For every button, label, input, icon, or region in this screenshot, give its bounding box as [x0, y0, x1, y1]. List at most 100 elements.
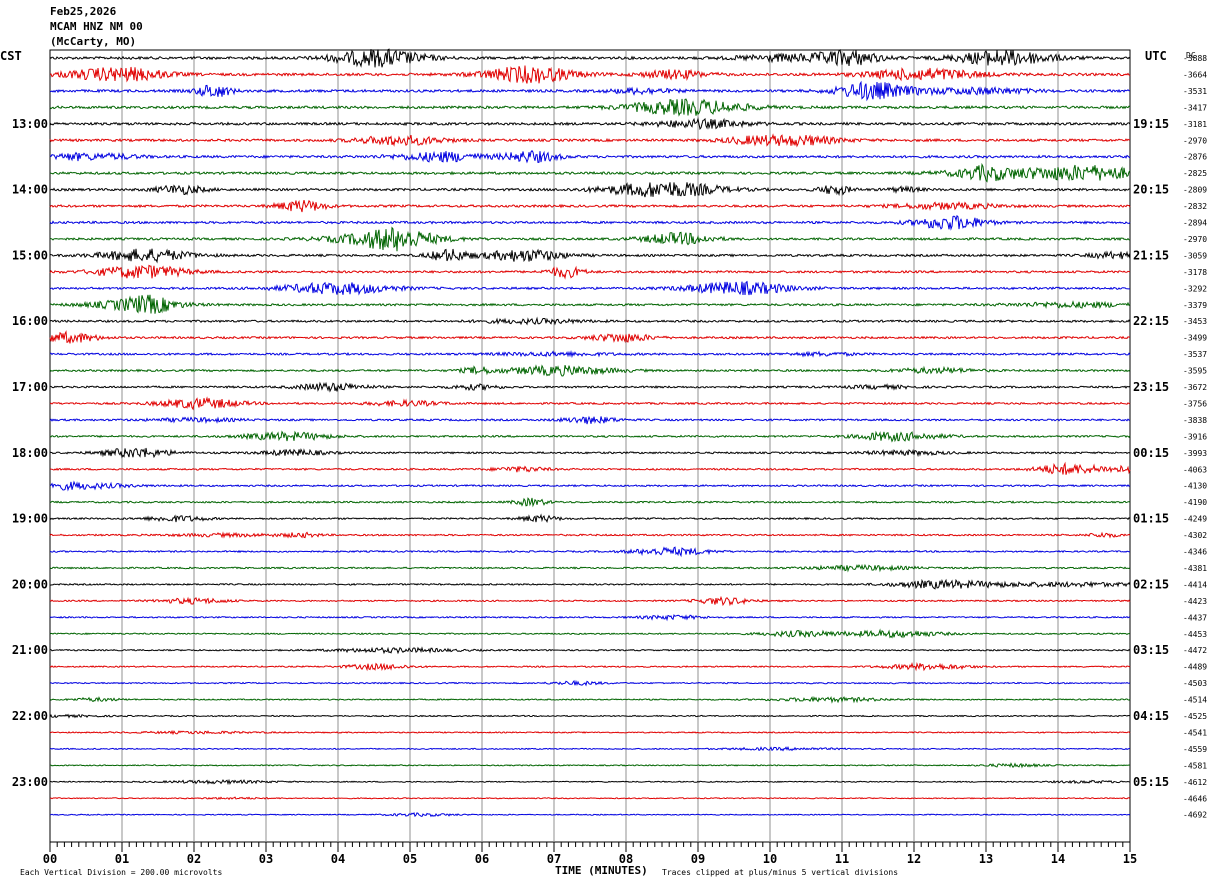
dc-offset-label: -4381: [1183, 564, 1207, 573]
left-hour-label: 22:00: [12, 709, 48, 723]
trace-line: [50, 381, 1131, 393]
left-hour-label: 17:00: [12, 380, 48, 394]
x-tick-label: 13: [979, 852, 993, 866]
trace-line: [49, 396, 1131, 411]
trace-line: [49, 350, 1131, 359]
trace-line: [49, 796, 1131, 801]
right-hour-label: 01:15: [1133, 512, 1169, 526]
dc-offset-label: -3672: [1183, 383, 1207, 392]
trace-line: [49, 746, 1131, 752]
dc-offset-label: -4414: [1183, 580, 1207, 589]
trace-line: [49, 531, 1131, 539]
dc-offset-label: -2970: [1183, 235, 1207, 244]
right-hour-label: 23:15: [1133, 380, 1169, 394]
trace-line: [49, 713, 1130, 719]
trace-line: [49, 133, 1131, 148]
trace-line: [49, 117, 1131, 131]
x-axis-label: TIME (MINUTES): [555, 864, 648, 877]
left-hour-label: 19:00: [12, 512, 48, 526]
trace-line: [49, 461, 1131, 475]
trace-line: [49, 149, 1131, 164]
trace-line: [49, 364, 1131, 377]
trace-line: [49, 447, 1131, 459]
dc-offset-label: -3537: [1183, 350, 1207, 359]
dc-offset-label: -2876: [1183, 153, 1207, 162]
dc-offset-label: -4423: [1183, 597, 1207, 606]
dc-offset-label: -4612: [1183, 778, 1207, 787]
x-tick-label: 00: [43, 852, 57, 866]
dc-offset-label: -3379: [1183, 301, 1207, 310]
left-hour-label: 16:00: [12, 314, 48, 328]
left-timezone-label: CST: [0, 49, 22, 63]
trace-line: [49, 280, 1130, 296]
dc-offset-label: -4692: [1183, 811, 1207, 820]
trace-line: [49, 778, 1131, 786]
trace-line: [49, 415, 1131, 425]
dc-offset-label: -4541: [1183, 728, 1207, 737]
x-tick-label: 11: [835, 852, 849, 866]
dc-offset-label: -4190: [1183, 498, 1207, 507]
dc-offset-label: -4503: [1183, 679, 1207, 688]
header-station: MCAM HNZ NM 00: [50, 20, 143, 33]
x-tick-label: 02: [187, 852, 201, 866]
trace-line: [49, 513, 1131, 524]
trace-line: [49, 729, 1131, 736]
left-hour-label: 13:00: [12, 117, 48, 131]
trace-line: [49, 679, 1131, 687]
trace-line: [49, 162, 1131, 183]
trace-line: [49, 226, 1131, 252]
trace-line: [49, 595, 1131, 607]
dc-offset-label: -3417: [1183, 103, 1207, 112]
right-hour-label: 19:15: [1133, 117, 1169, 131]
trace-line: [50, 762, 1131, 769]
trace-line: [49, 812, 1131, 818]
x-tick-label: 09: [691, 852, 705, 866]
header-date: Feb25,2026: [50, 5, 117, 18]
dc-header-label: DC: [1186, 51, 1196, 60]
trace-line: [49, 316, 1131, 326]
dc-offset-label: -4646: [1183, 794, 1207, 803]
x-tick-label: 01: [115, 852, 129, 866]
x-tick-label: 06: [475, 852, 489, 866]
left-hour-label: 18:00: [12, 446, 48, 460]
dc-offset-label: -2894: [1183, 219, 1207, 228]
trace-line: [49, 430, 1131, 443]
dc-offset-label: -2970: [1183, 136, 1207, 145]
dc-offset-label: -3499: [1183, 334, 1207, 343]
dc-offset-label: -3059: [1183, 251, 1207, 260]
x-tick-label: 05: [403, 852, 417, 866]
trace-line: [49, 214, 1131, 231]
trace-line: [49, 80, 1130, 102]
dc-offset-label: -2825: [1183, 169, 1207, 178]
x-tick-label: 04: [331, 852, 345, 866]
right-hour-label: 00:15: [1133, 446, 1169, 460]
dc-offset-label: -3664: [1183, 70, 1207, 79]
right-hour-label: 02:15: [1133, 577, 1169, 591]
clip-note: Traces clipped at plus/minus 5 vertical …: [662, 868, 898, 877]
x-tick-label: 12: [907, 852, 921, 866]
x-tick-label: 08: [619, 852, 633, 866]
trace-line: [49, 563, 1131, 573]
trace-line: [49, 330, 1131, 344]
dc-offset-label: -4437: [1183, 613, 1207, 622]
dc-offset-label: -4559: [1183, 745, 1207, 754]
header-location: (McCarty, MO): [50, 35, 137, 48]
left-hour-label: 20:00: [12, 577, 48, 591]
dc-offset-label: -4130: [1183, 482, 1207, 491]
x-tick-label: 10: [763, 852, 777, 866]
trace-line: [49, 614, 1131, 622]
trace-line: [49, 248, 1131, 264]
dc-offset-label: -4489: [1183, 663, 1207, 672]
x-tick-label: 15: [1123, 852, 1137, 866]
dc-offset-label: -4249: [1183, 515, 1207, 524]
x-tick-label: 14: [1051, 852, 1065, 866]
dc-offset-label: -3756: [1183, 399, 1207, 408]
dc-offset-label: -3916: [1183, 432, 1207, 441]
dc-offset-label: -3178: [1183, 268, 1207, 277]
x-tick-label: 07: [547, 852, 561, 866]
right-hour-label: 04:15: [1133, 709, 1169, 723]
dc-offset-label: -4525: [1183, 712, 1207, 721]
dc-offset-label: -2809: [1183, 186, 1207, 195]
trace-line: [50, 646, 1131, 655]
